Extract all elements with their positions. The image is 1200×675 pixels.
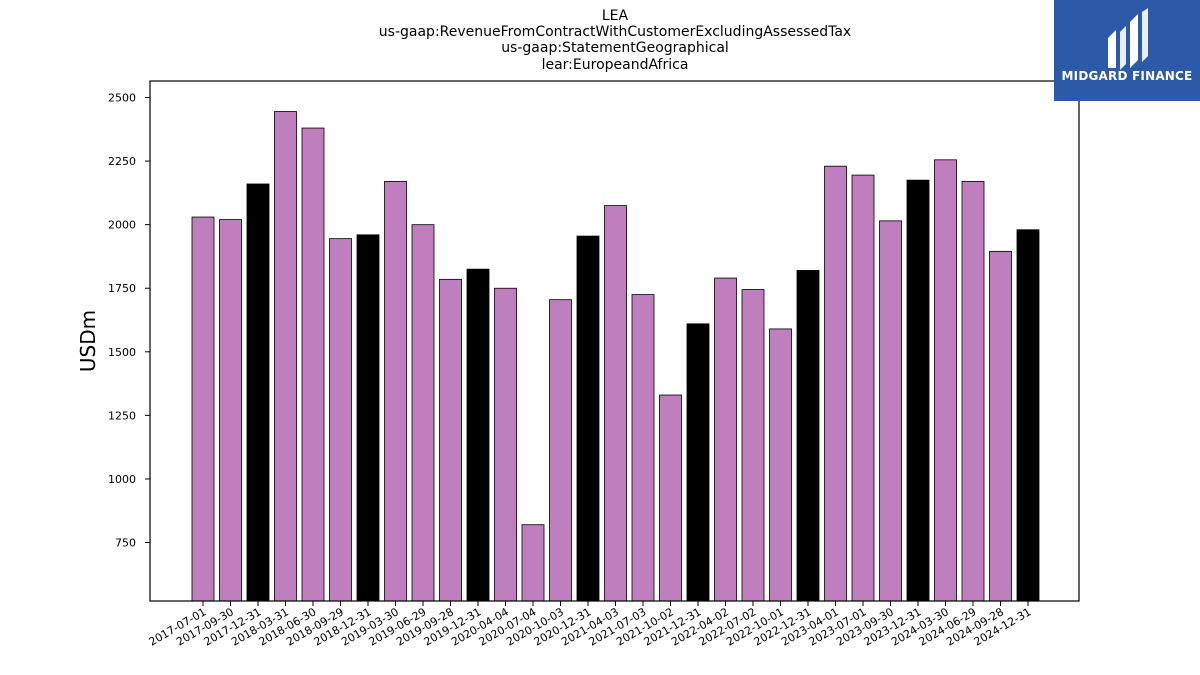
- bar-2022-07-02: [741, 289, 765, 602]
- bar-2019-03-30: [384, 181, 407, 602]
- bar-2019-06-29: [411, 224, 435, 602]
- bar-2021-12-31: [686, 323, 710, 602]
- y-tick-label: 1250: [108, 409, 136, 422]
- bar-2022-04-02: [714, 277, 737, 602]
- title-line-4: lear:EuropeandAfrica: [542, 57, 689, 73]
- y-tick-label: 1750: [108, 282, 136, 295]
- bar-2023-07-01: [851, 174, 875, 602]
- bar-2018-12-31: [356, 234, 380, 602]
- bar-2020-10-03: [549, 299, 572, 602]
- bar-2020-07-04: [521, 524, 545, 602]
- bar-2022-12-31: [796, 270, 820, 602]
- bar-2018-03-31: [274, 111, 297, 602]
- bar-2020-12-31: [576, 235, 600, 602]
- chart-title: LEA us-gaap:RevenueFromContractWithCusto…: [379, 8, 851, 73]
- y-axis-ticks: 750 1000 1250 1500 1750 2000 2250 2500: [108, 92, 150, 550]
- bar-2019-12-31: [466, 268, 490, 602]
- bar-2022-10-01: [769, 328, 792, 602]
- title-line-3: us-gaap:StatementGeographical: [501, 40, 729, 56]
- y-tick-label: 1500: [108, 346, 136, 359]
- bar-2021-07-03: [631, 294, 655, 602]
- logo-text: MIDGARD FINANCE: [1061, 69, 1193, 83]
- bar-2021-10-02: [659, 394, 682, 602]
- bar-2023-04-01: [824, 165, 847, 602]
- y-tick-label: 2000: [108, 219, 136, 232]
- bar-2017-09-30: [219, 219, 242, 602]
- y-tick-label: 2250: [108, 155, 136, 168]
- bar-2024-06-29: [961, 181, 985, 602]
- logo-mark-icon: [1108, 8, 1148, 70]
- bar-2018-06-30: [301, 127, 325, 602]
- bar-2024-09-28: [989, 250, 1012, 602]
- midgard-finance-logo: MIDGARD FINANCE: [1054, 0, 1200, 101]
- bar-2024-12-31: [1016, 229, 1040, 602]
- y-tick-label: 750: [115, 537, 136, 550]
- y-tick-label: 2500: [108, 92, 136, 105]
- bar-2021-04-03: [604, 205, 627, 602]
- title-line-2: us-gaap:RevenueFromContractWithCustomerE…: [379, 24, 851, 40]
- plot-frame: [149, 80, 1080, 602]
- bar-2020-04-04: [494, 287, 517, 602]
- bar-2023-09-30: [879, 220, 902, 602]
- bar-2023-12-31: [906, 179, 930, 602]
- bar-2019-09-28: [439, 278, 462, 602]
- bars: [191, 111, 1040, 602]
- bar-2017-12-31: [246, 183, 270, 602]
- bar-2017-07-01: [191, 216, 215, 602]
- y-axis-label: USDm: [76, 310, 100, 372]
- y-tick-label: 1000: [108, 473, 136, 486]
- title-line-1: LEA: [602, 8, 629, 24]
- bar-2018-09-29: [329, 238, 352, 602]
- bar-2024-03-30: [934, 159, 957, 602]
- x-axis-ticks: 2017-07-012017-09-302017-12-312018-03-31…: [147, 601, 1034, 649]
